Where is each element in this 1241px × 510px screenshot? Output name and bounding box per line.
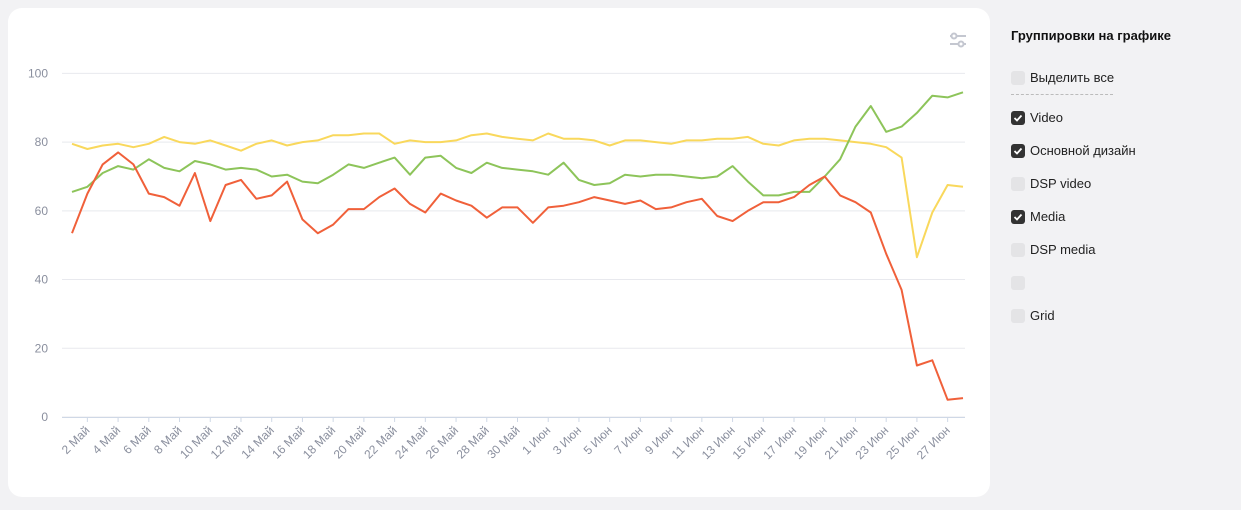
x-tick-label: 28 Май bbox=[454, 423, 492, 461]
checkbox-label: Выделить все bbox=[1030, 70, 1115, 85]
checkbox-label: DSP media bbox=[1030, 242, 1096, 257]
x-tick-label: 15 Июн bbox=[730, 423, 769, 462]
y-tick-label: 0 bbox=[41, 410, 48, 424]
x-tick-label: 27 Июн bbox=[914, 423, 953, 462]
x-tick-label: 7 Июн bbox=[611, 423, 645, 457]
x-tick-label: 3 Июн bbox=[550, 423, 584, 457]
x-tick-label: 26 Май bbox=[423, 423, 461, 461]
x-tick-label: 4 Май bbox=[90, 423, 124, 457]
x-tick-label: 13 Июн bbox=[699, 423, 738, 462]
checkbox-label: Video bbox=[1030, 110, 1064, 125]
x-tick-label: 17 Июн bbox=[760, 423, 799, 462]
sidebar: Группировки на графике Выделить все Video… bbox=[1011, 28, 1231, 332]
checkbox[interactable] bbox=[1011, 308, 1025, 323]
item-list: Выделить все Video Основной дизайн DSP vide… bbox=[1011, 61, 1231, 332]
x-tick-label: 1 Июн bbox=[519, 423, 553, 457]
series-line bbox=[71, 132, 964, 259]
checkbox-item[interactable]: Grid bbox=[1011, 299, 1231, 332]
x-tick-label: 24 Май bbox=[392, 423, 430, 461]
checkbox[interactable] bbox=[1011, 143, 1025, 158]
checkbox[interactable] bbox=[1011, 110, 1025, 125]
x-tick-label: 16 Май bbox=[269, 423, 307, 461]
x-tick-label: 10 Май bbox=[177, 423, 215, 461]
checkbox-item[interactable]: DSP media bbox=[1011, 233, 1231, 266]
checkbox-label: Основной дизайн bbox=[1030, 143, 1136, 158]
y-tick-label: 40 bbox=[35, 273, 49, 287]
checkbox-item[interactable]: Video bbox=[1011, 101, 1231, 134]
x-tick-label: 2 Май bbox=[59, 423, 93, 457]
check-mark bbox=[1013, 147, 1023, 155]
y-tick-label: 60 bbox=[35, 204, 49, 218]
separator bbox=[1011, 94, 1113, 95]
checkbox-label: DSP video bbox=[1030, 176, 1092, 191]
checkbox[interactable] bbox=[1011, 176, 1025, 191]
checkbox-item[interactable] bbox=[1011, 266, 1231, 299]
checkbox-item[interactable]: Основной дизайн bbox=[1011, 134, 1231, 167]
x-tick-label: 25 Июн bbox=[883, 423, 922, 462]
chart-card: 0 20 40 60 80 100 2 Май 4 Май 6 Май 8 Май 10 Май 12… bbox=[8, 8, 990, 497]
x-tick-label: 18 Май bbox=[300, 423, 338, 461]
checkbox-label: Media bbox=[1030, 209, 1066, 224]
x-tick-label: 14 Май bbox=[239, 423, 277, 461]
x-tick-label: 22 Май bbox=[361, 423, 399, 461]
series-line bbox=[71, 151, 964, 401]
checkbox[interactable] bbox=[1011, 70, 1025, 85]
x-tick-label: 30 Май bbox=[484, 423, 522, 461]
check-mark bbox=[1013, 114, 1023, 122]
x-tick-label: 19 Июн bbox=[791, 423, 830, 462]
x-tick-label: 21 Июн bbox=[822, 423, 861, 462]
y-tick-label: 20 bbox=[35, 341, 49, 355]
x-tick-label: 5 Июн bbox=[581, 423, 615, 457]
checkbox-item[interactable]: DSP video bbox=[1011, 167, 1231, 200]
y-tick-label: 80 bbox=[35, 135, 49, 149]
y-tick-label: 100 bbox=[28, 66, 48, 80]
checkbox[interactable] bbox=[1011, 275, 1025, 290]
check-mark bbox=[1013, 213, 1023, 221]
checkbox[interactable] bbox=[1011, 242, 1025, 257]
x-tick-label: 6 Май bbox=[120, 423, 154, 457]
checkbox-item[interactable]: Выделить все bbox=[1011, 61, 1231, 94]
checkbox-item[interactable]: Media bbox=[1011, 200, 1231, 233]
x-tick-label: 23 Июн bbox=[852, 423, 891, 462]
x-tick-label: 20 Май bbox=[331, 423, 369, 461]
settings-icon[interactable] bbox=[950, 32, 966, 48]
sidebar-title: Группировки на графике bbox=[1011, 28, 1171, 43]
series-line bbox=[71, 91, 964, 197]
checkbox[interactable] bbox=[1011, 209, 1025, 224]
x-tick-label: 12 Май bbox=[208, 423, 246, 461]
checkbox-label: Grid bbox=[1030, 308, 1055, 323]
